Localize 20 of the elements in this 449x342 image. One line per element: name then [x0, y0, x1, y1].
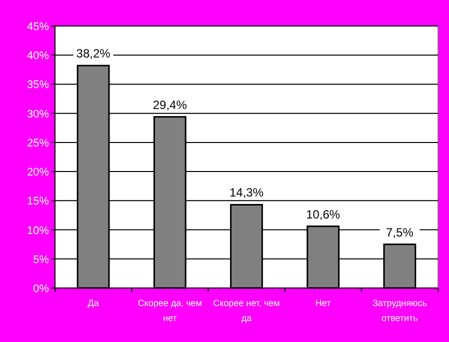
- data-label: 38,2%: [76, 46, 111, 61]
- data-label: 7,5%: [386, 225, 414, 240]
- y-tick-label: 30%: [26, 108, 50, 120]
- x-tick-label: Затрудняюсь ответить: [372, 298, 428, 323]
- y-tick-label: 45%: [26, 21, 50, 33]
- x-tick-label: Нет: [315, 298, 331, 308]
- y-tick-label: 5%: [33, 254, 50, 266]
- data-label: 29,4%: [152, 98, 188, 112]
- y-tick-label: 10%: [26, 224, 50, 237]
- x-tick-label: Скорее да, чем нет: [138, 298, 202, 323]
- y-tick-label: 20%: [26, 166, 50, 179]
- data-label: 14,3%: [229, 186, 264, 200]
- y-tick-label: 25%: [26, 137, 50, 150]
- x-tick-label: Да: [88, 298, 99, 308]
- x-tick-label: Скорее нет, чем да: [213, 298, 280, 323]
- y-tick-label: 40%: [26, 50, 50, 62]
- y-tick-label: 15%: [26, 196, 50, 208]
- y-tick-label: 35%: [26, 79, 50, 92]
- y-tick-label: 0%: [33, 283, 50, 295]
- data-label: 10,6%: [306, 207, 340, 222]
